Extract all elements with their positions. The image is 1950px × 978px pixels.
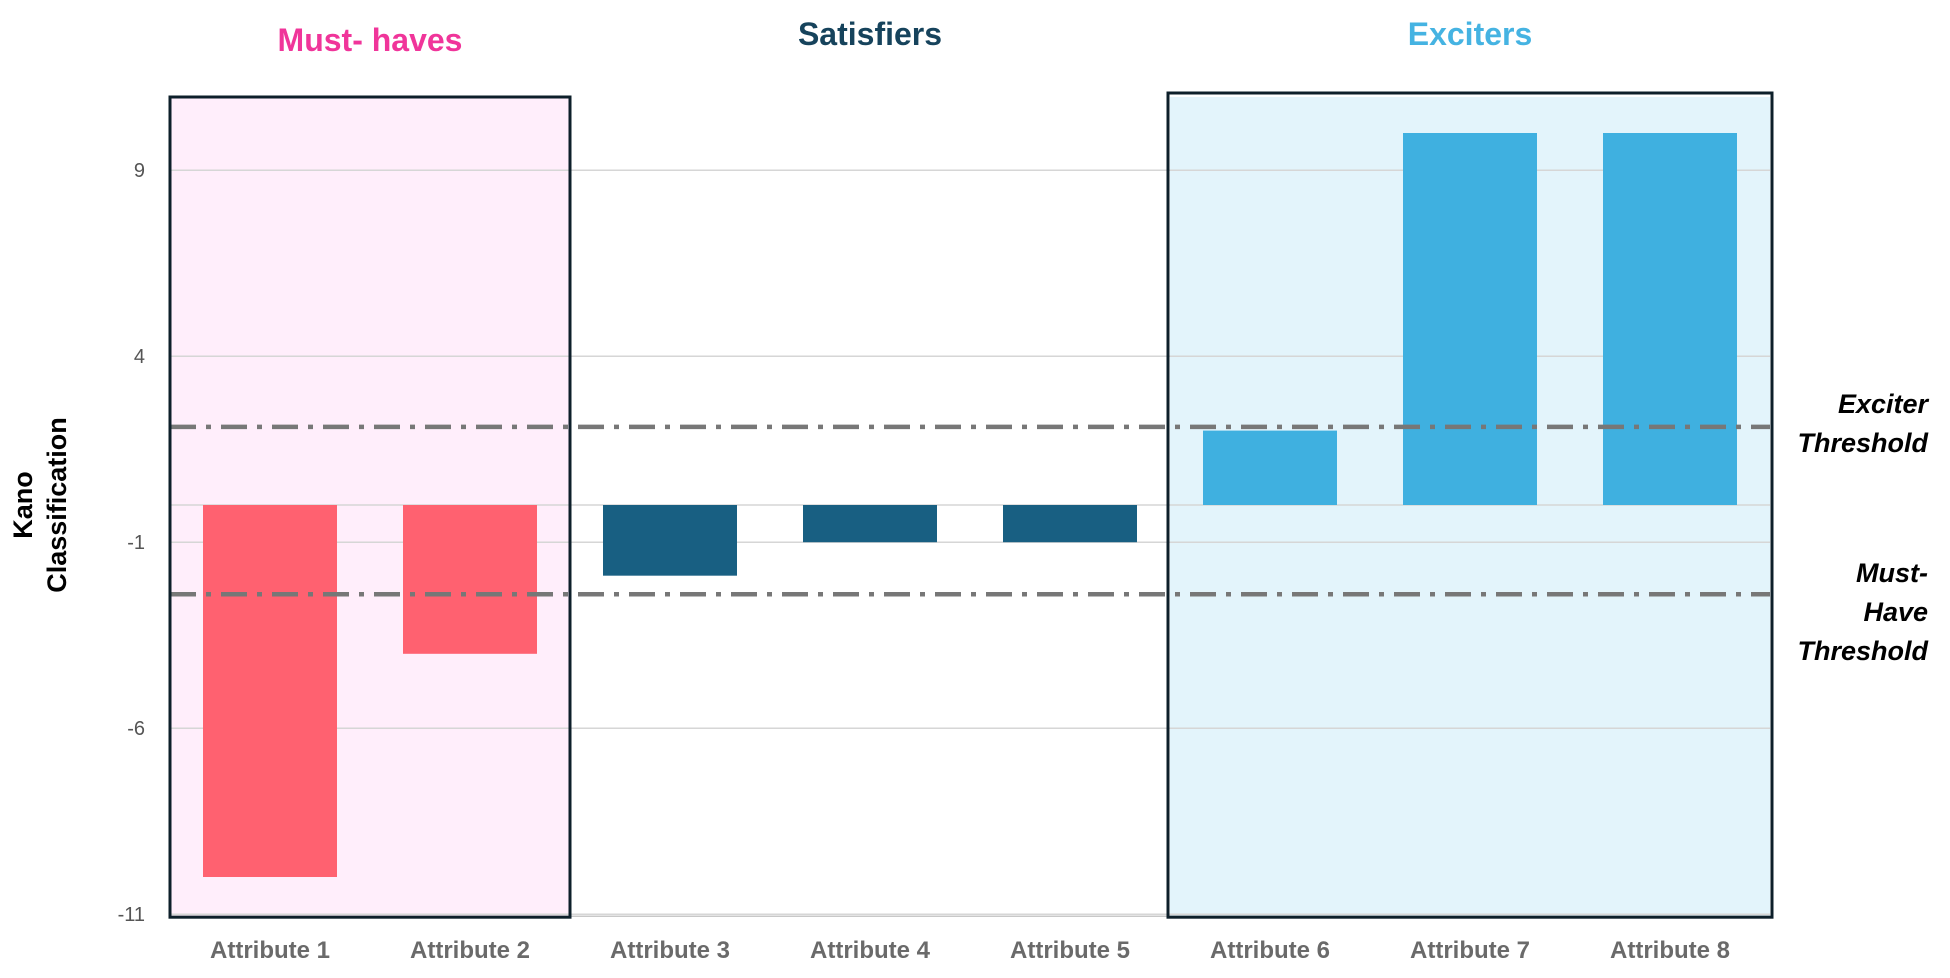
x-tick-label: Attribute 7 xyxy=(1410,937,1530,964)
x-tick-label: Attribute 3 xyxy=(610,937,730,964)
y-tick-label: -11 xyxy=(118,904,145,926)
y-tick-label: 9 xyxy=(134,160,145,182)
bar-attribute-2 xyxy=(403,505,537,654)
exciter-threshold-label: Exciter Threshold xyxy=(1797,388,1928,458)
bar-attribute-6 xyxy=(1203,430,1337,505)
bar-attribute-8 xyxy=(1603,133,1737,505)
x-tick-label: Attribute 8 xyxy=(1610,937,1730,964)
x-tick-label: Attribute 4 xyxy=(810,937,931,964)
y-axis-label: Kano Classification xyxy=(8,417,72,593)
x-tick-label: Attribute 6 xyxy=(1210,937,1330,964)
must-have-threshold-label: Must- Have Threshold xyxy=(1797,558,1928,667)
bar-attribute-3 xyxy=(603,505,737,576)
group-box-exciters xyxy=(1166,91,1774,919)
y-tick-label: -1 xyxy=(127,532,145,554)
group-title-must-haves: Must- haves xyxy=(277,22,463,58)
bar-attribute-7 xyxy=(1403,133,1537,505)
bar-attribute-5 xyxy=(1003,505,1137,543)
x-tick-label: Attribute 2 xyxy=(410,937,530,964)
x-tick-label: Attribute 1 xyxy=(210,937,330,964)
y-tick-label: -6 xyxy=(127,718,145,740)
group-box-must-haves xyxy=(168,95,572,919)
y-tick-label: 4 xyxy=(134,346,145,368)
bar-attribute-4 xyxy=(803,505,937,543)
x-tick-label: Attribute 5 xyxy=(1010,937,1130,964)
group-title-exciters: Exciters xyxy=(1407,16,1533,52)
bar-attribute-1 xyxy=(203,505,337,877)
group-title-satisfiers: Satisfiers xyxy=(797,16,943,52)
